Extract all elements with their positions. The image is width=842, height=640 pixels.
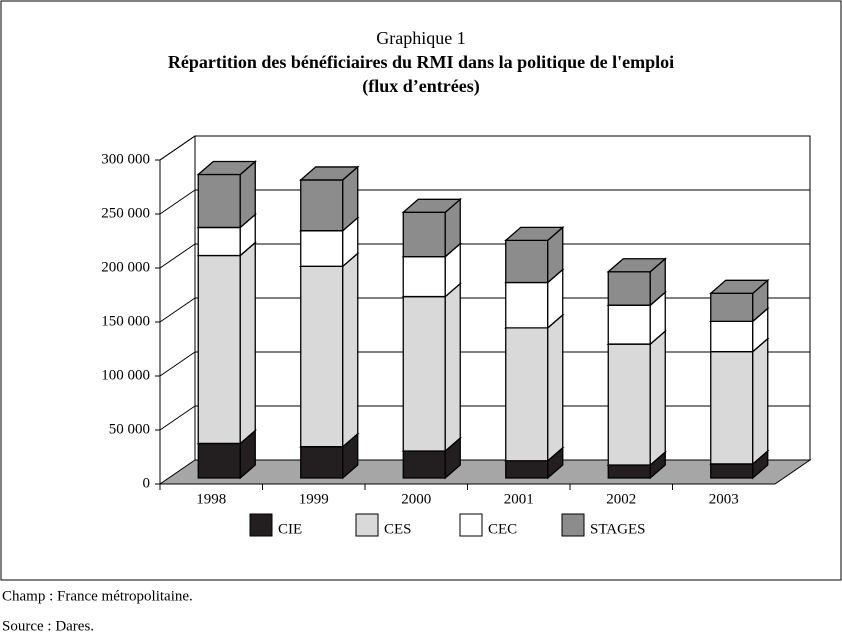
bar-front (197, 254, 241, 445)
bar-segment (504, 225, 565, 284)
bar-segment (401, 282, 462, 453)
bar-segment (401, 197, 462, 259)
bar-front (710, 463, 754, 479)
bar-front (710, 320, 754, 353)
bar-front (607, 343, 651, 466)
y-tick-label: 300 000 (101, 151, 150, 167)
y-tick-label: 100 000 (101, 367, 150, 383)
y-tick-label: 200 000 (101, 259, 150, 275)
y-tick-label: 150 000 (101, 313, 150, 329)
legend-label: CES (384, 521, 412, 537)
chart-title: Répartition des bénéficiaires du RMI dan… (168, 52, 674, 72)
y-tick-label: 250 000 (101, 205, 150, 221)
bar-front (300, 230, 344, 267)
note: Source : Dares. (2, 618, 94, 634)
chart-label: Graphique 1 (376, 28, 465, 48)
y-tick-label: 50 000 (109, 421, 150, 437)
bar-front (710, 350, 754, 465)
bar-segment (196, 241, 257, 445)
legend-swatch (355, 513, 379, 537)
x-tick-label: 1998 (196, 491, 226, 507)
bar-segment (196, 160, 257, 229)
bar-segment (299, 165, 360, 233)
bar-side (239, 241, 256, 445)
bar-front (505, 239, 549, 284)
x-tick-label: 2000 (401, 491, 431, 507)
grid-line-depth (159, 189, 196, 215)
legend-swatch (561, 513, 585, 537)
grid-line-depth (159, 135, 196, 161)
x-tick-label: 2001 (504, 491, 534, 507)
bar-segment (709, 337, 770, 466)
grid-line-depth (159, 351, 196, 377)
bar-front (402, 295, 446, 452)
x-tick-label: 1999 (299, 491, 329, 507)
bar-side (547, 313, 564, 463)
bar-top (401, 198, 462, 213)
bar-front (505, 281, 549, 329)
bar-segment (299, 251, 360, 449)
bar-segment (709, 278, 770, 323)
x-tick-label: 2002 (606, 491, 636, 507)
bar-top (196, 160, 257, 176)
bar-front (197, 173, 241, 229)
bar-front (710, 292, 754, 323)
bar-front (607, 271, 651, 306)
bar-segment (606, 329, 667, 467)
note: Champ : France métropolitaine. (2, 588, 193, 604)
bar-side (649, 329, 666, 467)
chart-frame (0, 0, 842, 581)
bar-front (197, 226, 241, 257)
bar-front (607, 464, 651, 479)
x-tick-label: 2003 (709, 491, 739, 507)
bar-top (299, 166, 360, 181)
legend-label: CIE (278, 521, 302, 537)
chart-subtitle: (flux d’entrées) (362, 76, 479, 97)
bar-front (607, 304, 651, 345)
bar-front (402, 211, 446, 258)
grid-line-depth (159, 405, 196, 431)
bar-side (752, 337, 769, 466)
bar-front (402, 255, 446, 298)
bar-front (300, 265, 344, 448)
bar-front (300, 179, 344, 232)
legend-swatch (459, 513, 483, 537)
grid-line-depth (159, 243, 196, 269)
legend-swatch (249, 513, 273, 537)
y-tick-label: 0 (143, 475, 151, 491)
grid-line-depth (159, 297, 196, 323)
bar-front (402, 450, 446, 479)
bar-top (606, 258, 667, 273)
legend-label: CEC (488, 521, 517, 537)
bar-segment (606, 257, 667, 307)
bar-top (709, 279, 770, 294)
bar-side (444, 282, 461, 453)
bar-front (505, 460, 549, 479)
bar-side (342, 251, 359, 449)
bar-segment (504, 313, 565, 463)
bar-front (197, 442, 241, 479)
bar-front (300, 446, 344, 479)
legend-label: STAGES (590, 521, 645, 537)
bar-top (504, 226, 565, 242)
bar-front (505, 327, 549, 462)
